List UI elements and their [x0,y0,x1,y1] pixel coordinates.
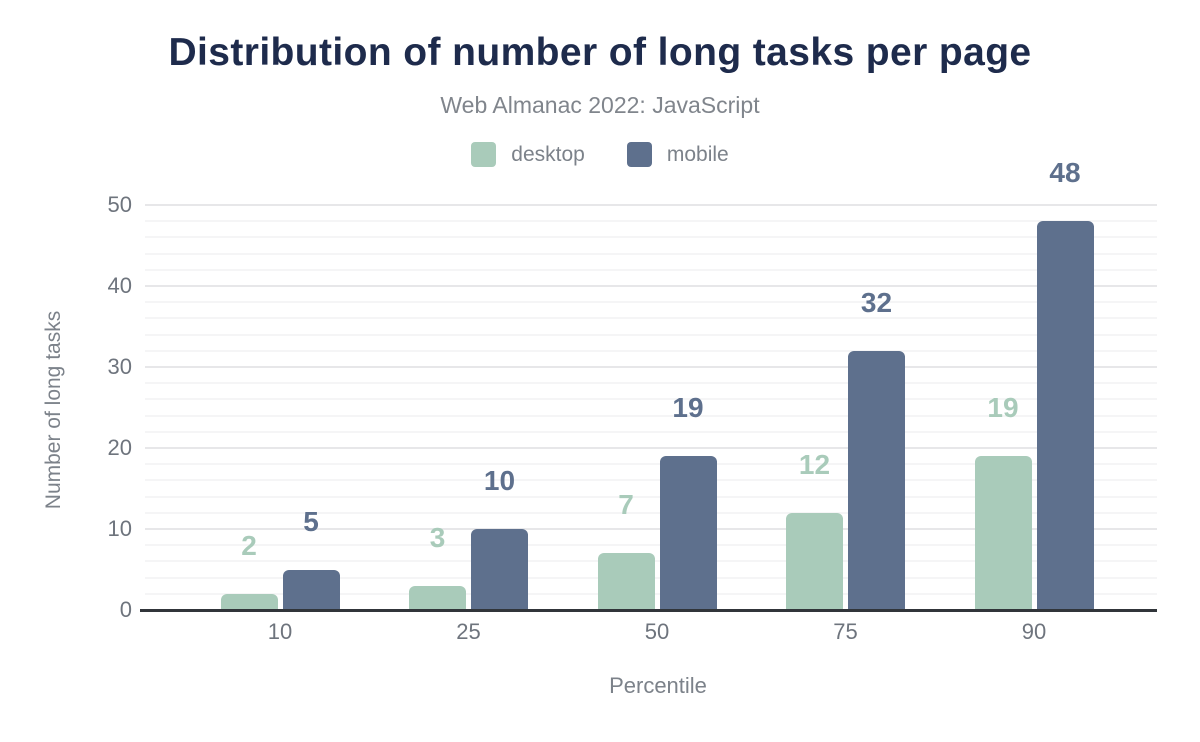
plot-area: 0 10 20 30 40 50 10 2 5 25 3 10 50 7 19 75 12 32 90 19 48 [108,159,1157,644]
legend-item-desktop: desktop [471,142,585,167]
x-tick-label: 90 [1021,619,1047,644]
bar-value-label-mobile-p25: 10 [483,465,516,496]
minor-gridline [145,495,1157,498]
major-gridline [145,366,1157,368]
legend-swatch-desktop [471,142,497,167]
minor-gridline [145,333,1157,336]
legend-swatch-mobile [626,142,652,167]
bar-value-label-mobile-p75: 32 [860,286,893,318]
major-gridline [145,528,1157,530]
minor-gridline [145,511,1157,514]
minor-gridline [145,479,1157,482]
y-tick-label: 50 [107,192,132,217]
minor-gridline [145,301,1157,304]
x-tick-label: 75 [833,619,858,644]
chart-title: Distribution of number of long tasks per… [168,31,1032,74]
bar-mobile-p50 [659,456,717,610]
legend-item-mobile: mobile [626,142,729,167]
minor-gridline [145,317,1157,320]
legend-label-desktop: desktop [511,142,585,166]
bar-desktop-p50 [597,553,655,610]
bar-mobile-p90 [1036,221,1094,610]
major-gridline [145,447,1157,449]
minor-gridline [145,414,1157,417]
chart-subtitle: Web Almanac 2022: JavaScript [440,92,760,118]
minor-gridline [145,268,1157,271]
bar-desktop-p75 [786,512,843,610]
x-axis-line [140,609,1157,612]
minor-gridline [145,398,1157,401]
bar-value-label-desktop-p50: 7 [618,489,634,521]
y-tick-label: 40 [107,273,132,298]
bar-value-label-mobile-p50: 19 [672,392,704,424]
bar-value-label-desktop-p10: 2 [241,529,257,561]
bar-value-label-desktop-p25: 3 [429,521,446,553]
y-tick-label: 0 [119,597,132,622]
major-gridline [145,204,1157,206]
y-tick-label: 20 [107,435,132,460]
bar-desktop-p25 [409,585,466,610]
bar-value-label-desktop-p90: 19 [987,392,1019,424]
minor-gridline [145,430,1157,433]
legend-label-mobile: mobile [666,142,729,166]
bar-desktop-p90 [974,456,1032,610]
major-gridline [145,285,1157,287]
x-tick-label: 50 [644,619,670,644]
minor-gridline [145,349,1157,352]
minor-gridline [145,252,1157,255]
x-axis-title: Percentile [609,673,707,698]
y-tick-label: 10 [107,516,132,541]
bar-value-label-mobile-p10: 5 [303,505,319,537]
x-tick-label: 10 [267,619,293,644]
bar-desktop-p10 [220,593,278,610]
y-axis-title: Number of long tasks [42,310,65,510]
bar-value-label-mobile-p90: 48 [1049,157,1081,189]
x-tick-label: 25 [456,619,481,644]
bar-mobile-p25 [471,529,528,610]
bar-value-label-desktop-p75: 12 [798,448,831,480]
minor-gridline [145,382,1157,385]
minor-gridline [145,236,1157,239]
chart-legend: desktop mobile [0,142,1200,167]
bar-mobile-p75 [848,350,905,610]
y-tick-label: 30 [107,354,132,379]
minor-gridline [145,220,1157,223]
minor-gridline [145,463,1157,466]
minor-gridline [145,544,1157,547]
bar-mobile-p10 [282,569,340,610]
